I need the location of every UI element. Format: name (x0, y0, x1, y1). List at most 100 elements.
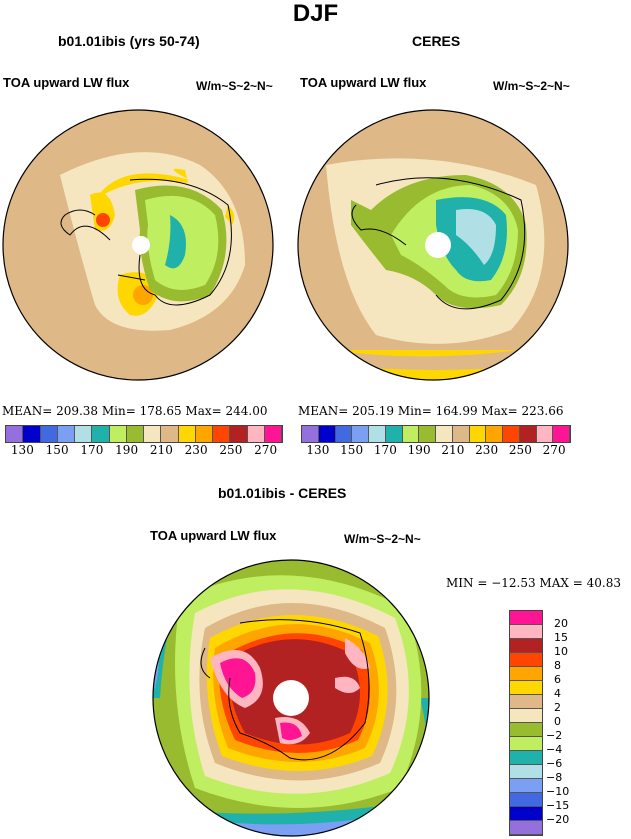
colorbar-swatch (57, 426, 75, 442)
colorbar-swatch (144, 426, 162, 442)
colorbar-swatch (178, 426, 196, 442)
colorbar-tick-label: 10 (554, 645, 568, 658)
diff-stats: MIN = −12.53 MAX = 40.83 (446, 576, 621, 590)
pole-hole (273, 680, 309, 716)
colorbar-swatch (230, 426, 248, 442)
colorbar-tick-label: 270 (542, 443, 566, 457)
colorbar-tick-label: 190 (407, 443, 431, 457)
panel-1-colorbar-labels: 130 150 170 190 210 230 250 270 (5, 443, 283, 459)
colorbar-swatch (510, 821, 542, 835)
pole-hole (132, 236, 150, 254)
colorbar-swatch (510, 779, 542, 793)
colorbar-tick-label: 15 (554, 631, 568, 644)
colorbar-tick-label: −15 (546, 799, 570, 812)
colorbar-swatch (126, 426, 144, 442)
colorbar-swatch (369, 426, 386, 442)
colorbar-swatch (385, 426, 403, 442)
colorbar-swatch (510, 625, 542, 639)
diff-colorbar (509, 610, 543, 836)
colorbar-tick-label: 130 (10, 443, 34, 457)
colorbar-swatch (452, 426, 470, 442)
colorbar-swatch (419, 426, 436, 442)
colorbar-swatch (195, 426, 213, 442)
colorbar-swatch (553, 426, 570, 442)
colorbar-swatch (486, 426, 503, 442)
panel-2-colorbar (301, 425, 571, 443)
colorbar-tick-label: 4 (554, 687, 561, 700)
colorbar-swatch (109, 426, 127, 442)
colorbar-tick-label: −8 (546, 771, 563, 784)
contour-region (95, 168, 190, 200)
coastline (351, 177, 526, 310)
map-border (152, 559, 430, 837)
colorbar-swatch (510, 737, 542, 751)
colorbar-swatch (536, 426, 554, 442)
diff-title: b01.01ibis - CERES (218, 485, 347, 501)
colorbar-tick-label: −4 (546, 743, 563, 756)
colorbar-swatch (335, 426, 353, 442)
panel-2-units: W/m~S~2~N~ (493, 79, 570, 93)
colorbar-tick-label: 0 (554, 715, 561, 728)
diff-variable: TOA upward LW flux (150, 528, 277, 543)
contour-region (220, 658, 256, 698)
colorbar-swatch (510, 765, 542, 779)
colorbar-swatch (503, 426, 520, 442)
colorbar-swatch (510, 667, 542, 681)
coastline (60, 178, 232, 306)
colorbar-tick-label: 230 (475, 443, 499, 457)
colorbar-swatch (352, 426, 369, 442)
colorbar-tick-label: 6 (554, 673, 561, 686)
colorbar-swatch (510, 639, 542, 653)
panel-1-map (2, 109, 274, 381)
map-border (297, 109, 569, 381)
panel-2-stats: MEAN= 205.19 Min= 164.99 Max= 223.66 (298, 404, 564, 418)
colorbar-tick-label: −6 (546, 757, 563, 770)
contour-region (345, 638, 370, 669)
colorbar-tick-label: 250 (508, 443, 532, 457)
panel-1-title: b01.01ibis (yrs 50-74) (58, 33, 200, 49)
contour-region (280, 722, 302, 741)
panel-2-colorbar-labels: 130 150 170 190 210 230 250 270 (301, 443, 571, 459)
diff-map (152, 559, 430, 837)
panel-1-variable: TOA upward LW flux (3, 75, 130, 90)
colorbar-swatch (510, 793, 542, 807)
colorbar-swatch (510, 695, 542, 709)
panel-1-units: W/m~S~2~N~ (196, 79, 273, 93)
colorbar-swatch (519, 426, 537, 442)
contour-region (133, 285, 153, 305)
colorbar-tick-label: 170 (80, 443, 104, 457)
colorbar-swatch (510, 681, 542, 695)
colorbar-swatch (40, 426, 58, 442)
panel-2-title: CERES (412, 33, 461, 49)
colorbar-swatch (510, 611, 542, 625)
colorbar-swatch (247, 426, 265, 442)
colorbar-tick-label: 8 (554, 659, 561, 672)
colorbar-swatch (436, 426, 453, 442)
colorbar-tick-label: 150 (45, 443, 69, 457)
colorbar-tick-label: 150 (340, 443, 364, 457)
colorbar-swatch (510, 709, 542, 723)
colorbar-swatch (302, 426, 319, 442)
colorbar-tick-label: −2 (546, 729, 563, 742)
map-border (2, 109, 274, 381)
contour-region (96, 213, 110, 227)
colorbar-tick-label: 210 (441, 443, 465, 457)
panel-2-variable: TOA upward LW flux (300, 75, 427, 90)
colorbar-tick-label: 170 (373, 443, 397, 457)
panel-1-stats: MEAN= 209.38 Min= 178.65 Max= 244.00 (2, 404, 268, 418)
diff-colorbar-labels: 20 15 10 8 6 4 2 0 −2 −4 −6 −8 −10 −15 −20 (546, 610, 586, 836)
colorbar-swatch (510, 751, 542, 765)
colorbar-swatch (510, 807, 542, 821)
contour-region (456, 209, 496, 265)
colorbar-tick-label: 190 (115, 443, 139, 457)
colorbar-tick-label: −10 (546, 785, 570, 798)
colorbar-swatch (318, 426, 336, 442)
colorbar-tick-label: 210 (149, 443, 173, 457)
colorbar-tick-label: 130 (306, 443, 330, 457)
colorbar-swatch (161, 426, 179, 442)
colorbar-swatch (264, 426, 282, 442)
colorbar-swatch (402, 426, 420, 442)
colorbar-swatch (6, 426, 24, 442)
panel-2-map (297, 109, 569, 381)
coastline (200, 619, 370, 761)
